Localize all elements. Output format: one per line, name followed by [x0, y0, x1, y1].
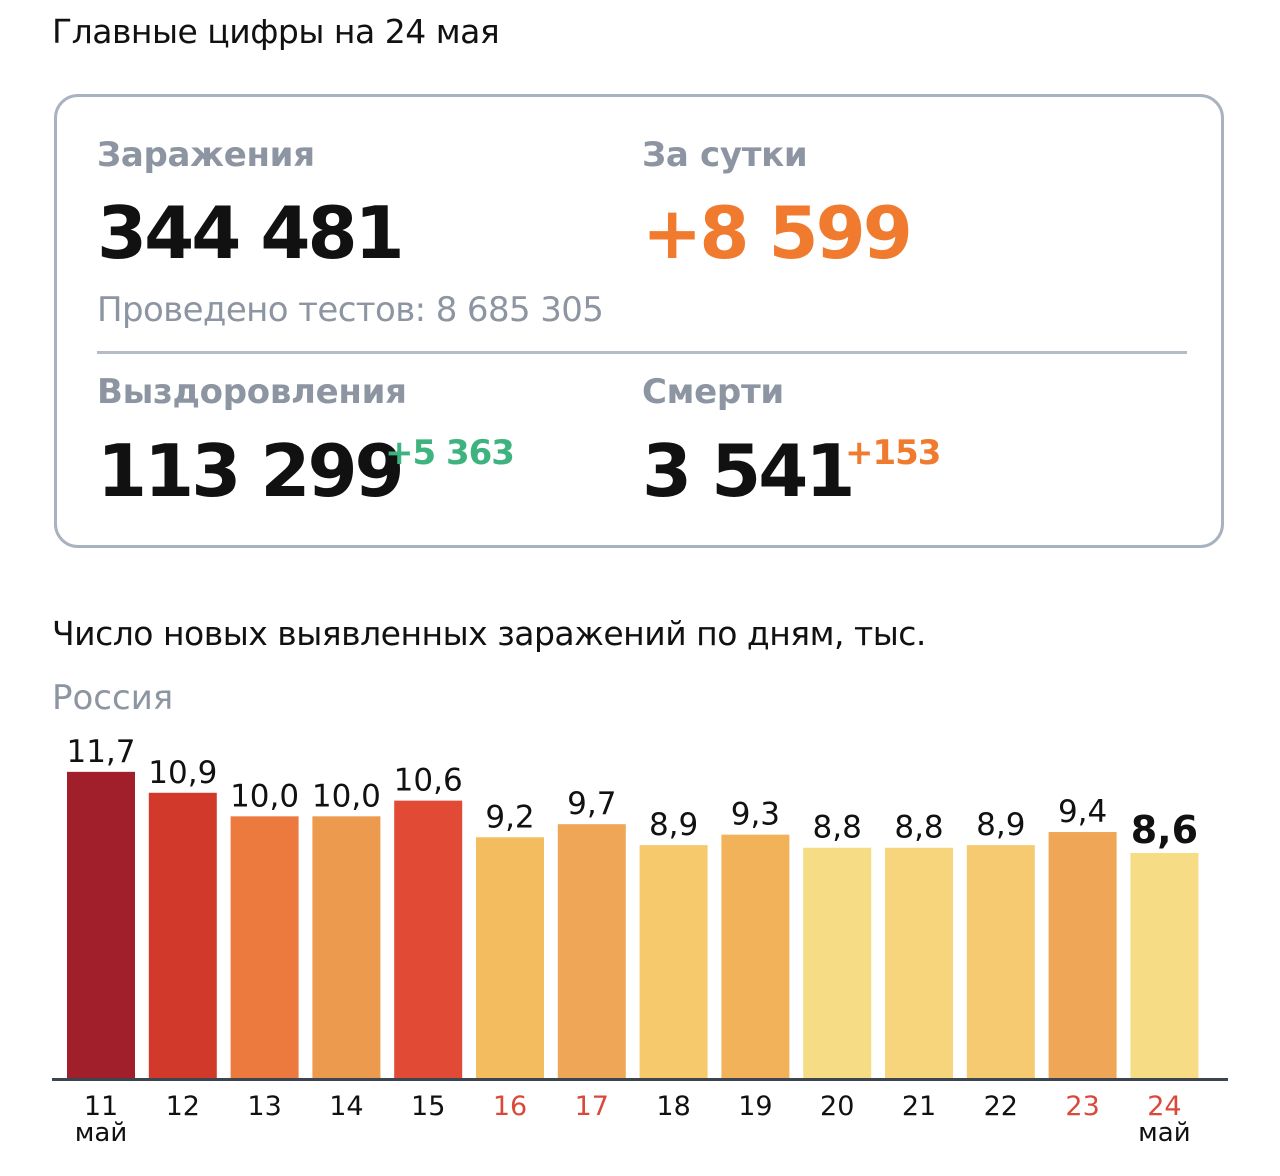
recovered-delta: +5 363 — [385, 433, 515, 473]
tick-label-23: 23 — [1065, 1091, 1099, 1122]
value-label-13: 10,0 — [230, 778, 299, 814]
tick-label-20: 20 — [820, 1091, 854, 1122]
tick-label-17: 17 — [575, 1091, 609, 1122]
daily-label: За сутки — [642, 135, 808, 175]
daily-value: +8 599 — [642, 191, 913, 275]
deaths-delta: +153 — [845, 433, 941, 473]
value-label-23: 9,4 — [1058, 794, 1107, 830]
bar-23 — [1048, 832, 1117, 1078]
value-label-22: 8,9 — [976, 807, 1025, 843]
cases-value: 344 481 — [97, 191, 405, 275]
value-label-16: 9,2 — [485, 799, 534, 835]
bar-21 — [885, 847, 953, 1078]
month-label-11: май — [75, 1118, 127, 1148]
bar-22 — [966, 845, 1035, 1078]
value-label-14: 10,0 — [312, 778, 381, 814]
tick-label-15: 15 — [411, 1091, 445, 1122]
month-label-24: май — [1138, 1118, 1190, 1148]
value-label-11: 11,7 — [66, 734, 135, 770]
value-label-17: 9,7 — [567, 786, 616, 822]
tick-label-24: 24 — [1147, 1091, 1181, 1122]
cases-label: Заражения — [97, 135, 315, 175]
tests-count: Проведено тестов: 8 685 305 — [97, 290, 604, 330]
chart-region: Россия — [52, 678, 174, 718]
tick-label-22: 22 — [984, 1091, 1018, 1122]
tick-label-12: 12 — [166, 1091, 200, 1122]
bar-24 — [1130, 852, 1199, 1078]
chart-title: Число новых выявленных заражений по дням… — [52, 614, 926, 653]
bar-17 — [557, 824, 626, 1078]
deaths-value: 3 541 — [642, 429, 855, 513]
bar-11 — [67, 771, 135, 1078]
divider — [97, 351, 1187, 354]
page-title: Главные цифры на 24 мая — [52, 12, 500, 51]
value-label-21: 8,8 — [894, 810, 943, 846]
bar-12 — [148, 792, 217, 1078]
bar-15 — [394, 800, 463, 1078]
value-label-12: 10,9 — [148, 755, 217, 791]
tick-label-14: 14 — [329, 1091, 363, 1122]
value-label-18: 8,9 — [649, 807, 698, 843]
bar-chart: 11,711май10,91210,01310,01410,6159,2169,… — [52, 734, 1228, 1148]
bar-19 — [721, 834, 790, 1078]
recovered-value: 113 299 — [97, 429, 405, 513]
bar-13 — [230, 816, 299, 1078]
tick-label-18: 18 — [656, 1091, 690, 1122]
stats-card: Заражения 344 481 За сутки +8 599 Провед… — [54, 94, 1224, 548]
value-label-15: 10,6 — [394, 763, 463, 799]
tick-label-11: 11 — [84, 1091, 118, 1122]
recovered-label: Выздоровления — [97, 372, 407, 412]
tick-label-21: 21 — [902, 1091, 936, 1122]
deaths-label: Смерти — [642, 372, 784, 412]
value-label-19: 9,3 — [731, 797, 780, 833]
x-axis-line — [52, 1078, 1228, 1081]
tick-label-16: 16 — [493, 1091, 527, 1122]
bar-16 — [476, 837, 544, 1078]
bar-20 — [803, 847, 872, 1078]
bar-18 — [639, 845, 708, 1078]
tick-label-13: 13 — [247, 1091, 281, 1122]
bar-14 — [312, 816, 381, 1078]
value-label-24: 8,6 — [1131, 808, 1198, 852]
tick-label-19: 19 — [738, 1091, 772, 1122]
value-label-20: 8,8 — [813, 810, 862, 846]
